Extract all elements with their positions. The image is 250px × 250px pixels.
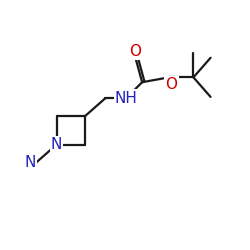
Text: O: O bbox=[166, 77, 177, 92]
Text: N: N bbox=[25, 156, 36, 170]
Text: O: O bbox=[129, 44, 141, 59]
Text: N: N bbox=[51, 137, 62, 152]
Text: N: N bbox=[51, 137, 62, 152]
Text: NH: NH bbox=[115, 90, 138, 106]
